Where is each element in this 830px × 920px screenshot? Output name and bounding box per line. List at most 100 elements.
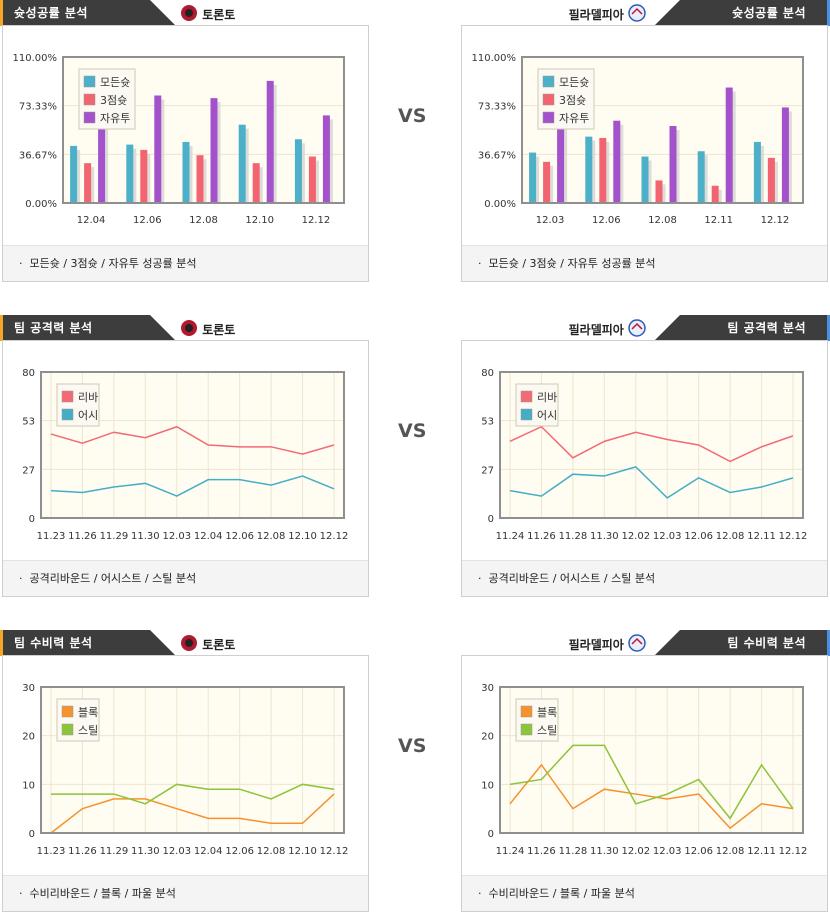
x-tick-label: 11.29 bbox=[100, 846, 129, 857]
y-tick-label: 30 bbox=[481, 683, 494, 694]
x-tick-label: 12.06 bbox=[133, 215, 162, 226]
team-label-right: 필라델피아 bbox=[569, 319, 646, 338]
vs-label: VS bbox=[398, 105, 427, 127]
x-tick-label: 12.06 bbox=[225, 531, 254, 542]
series-line bbox=[509, 744, 794, 820]
x-tick-label: 11.24 bbox=[496, 846, 525, 857]
chart-footer: · 모든슛 / 3점슛 / 자유투 성공률 분석 bbox=[462, 245, 827, 281]
bar bbox=[154, 95, 162, 203]
legend-label: 3점슛 bbox=[100, 94, 127, 107]
chart-footer: · 모든슛 / 3점슛 / 자유투 성공률 분석 bbox=[3, 245, 368, 281]
bar bbox=[557, 108, 565, 203]
y-tick-label: 110.00% bbox=[472, 53, 517, 64]
y-tick-label: 0 bbox=[488, 829, 494, 840]
x-tick-label: 12.08 bbox=[189, 215, 218, 226]
x-tick-label: 12.10 bbox=[288, 846, 317, 857]
x-tick-label: 11.28 bbox=[559, 531, 588, 542]
bar bbox=[599, 137, 607, 203]
x-tick-label: 11.24 bbox=[496, 531, 525, 542]
legend-swatch bbox=[520, 408, 533, 421]
legend-swatch bbox=[61, 390, 74, 403]
x-tick-label: 11.30 bbox=[590, 846, 619, 857]
footer-text: 수비리바운드 / 블록 / 파울 분석 bbox=[29, 887, 176, 900]
series-line bbox=[51, 783, 335, 805]
legend-label: 스틸 bbox=[537, 724, 557, 737]
series-line bbox=[50, 425, 335, 455]
bar bbox=[781, 107, 789, 203]
chart-footer: · 공격리바운드 / 어시스트 / 스틸 분석 bbox=[3, 560, 368, 596]
bar bbox=[322, 115, 330, 203]
y-tick-label: 0.00% bbox=[484, 199, 516, 210]
x-tick-label: 11.23 bbox=[37, 531, 66, 542]
legend-swatch bbox=[520, 390, 533, 403]
section-offense: 팀 공격력 분석 토론토 필라델피아 팀 공격력 분석 0 27 53 80 11.23… bbox=[0, 315, 830, 605]
bar-chart-philadelphia: 0.00% 36.67% 73.33% 110.00% 12.03 12.06 12.08 1… bbox=[472, 53, 804, 226]
footer-text: 공격리바운드 / 어시스트 / 스틸 분석 bbox=[488, 572, 656, 585]
x-tick-label: 12.11 bbox=[747, 531, 776, 542]
y-tick-label: 30 bbox=[22, 683, 35, 694]
bar bbox=[126, 144, 134, 203]
x-tick-label: 11.26 bbox=[527, 846, 556, 857]
bar bbox=[725, 87, 733, 203]
76ers-logo-icon bbox=[628, 634, 646, 652]
bar bbox=[266, 80, 274, 203]
chart-panel-left: 0 10 20 30 11.23 11.26 11.29 11.30 12.03 12.04 12.… bbox=[2, 655, 369, 912]
plot-frame bbox=[62, 56, 345, 204]
bar bbox=[711, 185, 719, 203]
bar bbox=[98, 108, 106, 203]
bar bbox=[210, 98, 218, 203]
legend-swatch bbox=[83, 111, 96, 124]
x-tick-label: 11.30 bbox=[131, 531, 160, 542]
legend-swatch bbox=[83, 75, 96, 88]
legend-label: 자유투 bbox=[100, 112, 130, 125]
y-tick-label: 20 bbox=[22, 732, 35, 743]
section-title-left: 팀 공격력 분석 bbox=[14, 321, 93, 335]
x-tick-label: 11.23 bbox=[37, 846, 66, 857]
bar bbox=[543, 161, 551, 203]
x-tick-label: 11.28 bbox=[559, 846, 588, 857]
series-line bbox=[509, 425, 794, 463]
series-line bbox=[50, 475, 335, 497]
x-tick-label: 12.06 bbox=[684, 846, 713, 857]
footer-text: 수비리바운드 / 블록 / 파울 분석 bbox=[488, 887, 635, 900]
legend-swatch bbox=[542, 75, 555, 88]
chart-panel-right: 0.00% 36.67% 73.33% 110.00% 12.03 12.06 12.08 1… bbox=[461, 25, 828, 282]
team-label-left: 토론토 bbox=[180, 4, 235, 23]
series-line bbox=[509, 763, 794, 830]
section-title-right: 팀 공격력 분석 bbox=[727, 321, 806, 335]
y-tick-label: 20 bbox=[481, 732, 494, 743]
footer-text: 모든슛 / 3점슛 / 자유투 성공률 분석 bbox=[488, 257, 656, 270]
legend-swatch bbox=[520, 705, 533, 718]
y-tick-label: 110.00% bbox=[13, 53, 58, 64]
bar bbox=[669, 126, 677, 203]
legend-swatch bbox=[542, 93, 555, 106]
vs-label: VS bbox=[398, 420, 427, 442]
y-tick-label: 27 bbox=[481, 465, 494, 476]
legend-swatch bbox=[520, 723, 533, 736]
team-name-left: 토론토 bbox=[202, 8, 236, 22]
legend-swatch bbox=[542, 111, 555, 124]
x-tick-label: 11.29 bbox=[100, 531, 129, 542]
chart-panel-right: 0 27 53 80 11.24 11.26 11.28 11.30 12.02 12.03 12.… bbox=[461, 340, 828, 597]
y-tick-label: 27 bbox=[22, 465, 35, 476]
x-tick-label: 12.10 bbox=[288, 531, 317, 542]
chart-footer: · 수비리바운드 / 블록 / 파울 분석 bbox=[3, 875, 368, 911]
x-tick-label: 12.08 bbox=[648, 215, 677, 226]
x-tick-label: 12.11 bbox=[747, 846, 776, 857]
76ers-logo-icon bbox=[628, 319, 646, 337]
bar bbox=[753, 141, 761, 203]
team-name-left: 토론토 bbox=[202, 323, 236, 337]
team-label-right: 필라델피아 bbox=[569, 634, 646, 653]
x-tick-label: 12.04 bbox=[77, 215, 106, 226]
y-tick-label: 73.33% bbox=[19, 102, 57, 113]
x-tick-label: 12.06 bbox=[225, 846, 254, 857]
y-tick-label: 0 bbox=[29, 514, 35, 525]
plot-frame bbox=[40, 371, 345, 519]
bar bbox=[84, 163, 92, 203]
y-tick-label: 10 bbox=[22, 780, 35, 791]
team-label-left: 토론토 bbox=[180, 634, 235, 653]
plot-frame bbox=[521, 56, 804, 204]
legend-label: 블록 bbox=[78, 706, 98, 719]
series-line bbox=[509, 466, 794, 499]
